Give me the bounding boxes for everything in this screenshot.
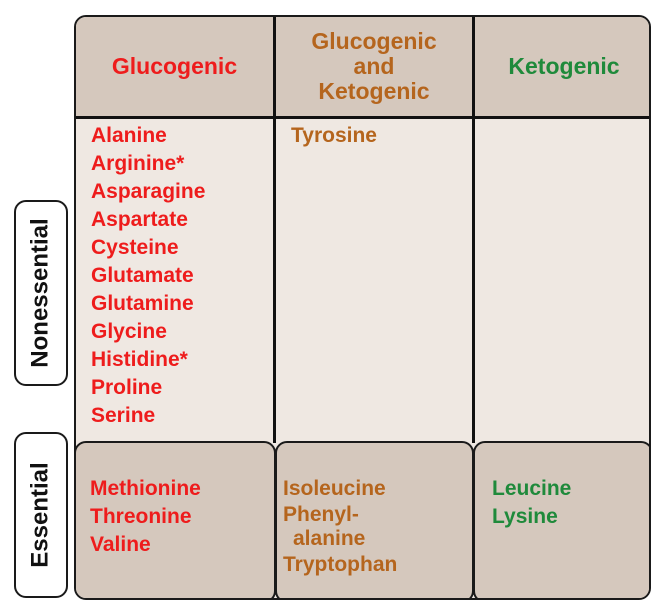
header-glucogenic: Glucogenic	[76, 17, 273, 116]
header-row	[76, 17, 649, 117]
row-label-nonessential: Nonessential	[14, 200, 68, 386]
list-item: Lysine	[492, 505, 558, 528]
essential-glucogenic-cell	[76, 441, 276, 598]
header-ketogenic: Ketogenic	[475, 17, 649, 116]
list-item: alanine	[293, 527, 366, 550]
row-label-essential: Essential	[14, 432, 68, 598]
list-item: Arginine*	[91, 152, 185, 175]
row-label-nonessential-text: Nonessential	[27, 218, 55, 368]
nonessential-glucogenic-list: Alanine Arginine* Asparagine Aspartate C…	[91, 122, 205, 430]
list-item: Proline	[91, 376, 163, 399]
row-label-essential-text: Essential	[27, 462, 55, 568]
list-item: Serine	[91, 404, 156, 427]
essential-glucogenic-list: Methionine Threonine Valine	[90, 475, 201, 559]
list-item: Isoleucine	[283, 477, 386, 500]
list-item: Cysteine	[91, 236, 179, 259]
list-item: Glycine	[91, 320, 167, 343]
header-glucogenic-text: Glucogenic	[111, 53, 238, 79]
list-item: Valine	[90, 533, 151, 556]
amino-acid-table: Glucogenic Glucogenic and Ketogenic Keto…	[74, 15, 651, 600]
list-item: Tryptophan	[283, 553, 398, 576]
list-item: Aspartate	[91, 208, 188, 231]
list-item: Alanine	[91, 124, 167, 147]
list-item: Tyrosine	[291, 124, 377, 147]
essential-ketogenic-cell	[473, 441, 649, 598]
list-item: Glutamine	[91, 292, 194, 315]
list-item: Methionine	[90, 477, 201, 500]
list-item: Histidine*	[91, 348, 188, 371]
header-glucogenic-and-ketogenic: Glucogenic and Ketogenic	[276, 17, 472, 116]
essential-both-list: Isoleucine Phenyl- alanine Tryptophan	[283, 475, 397, 579]
header-both-line-3: Ketogenic	[318, 78, 430, 104]
column-divider-1	[273, 17, 276, 443]
header-divider	[76, 116, 649, 119]
essential-ketogenic-list: Leucine Lysine	[492, 475, 571, 531]
list-item: Asparagine	[91, 180, 206, 203]
list-item: Leucine	[492, 477, 572, 500]
list-item: Glutamate	[91, 264, 194, 287]
column-divider-2	[472, 17, 475, 443]
header-ketogenic-text: Ketogenic	[508, 53, 620, 79]
header-both-line-1: Glucogenic	[311, 28, 437, 54]
nonessential-both-list: Tyrosine	[291, 122, 377, 150]
list-item: Phenyl-	[283, 503, 359, 526]
header-both-line-2: and	[353, 53, 395, 79]
list-item: Threonine	[90, 505, 192, 528]
